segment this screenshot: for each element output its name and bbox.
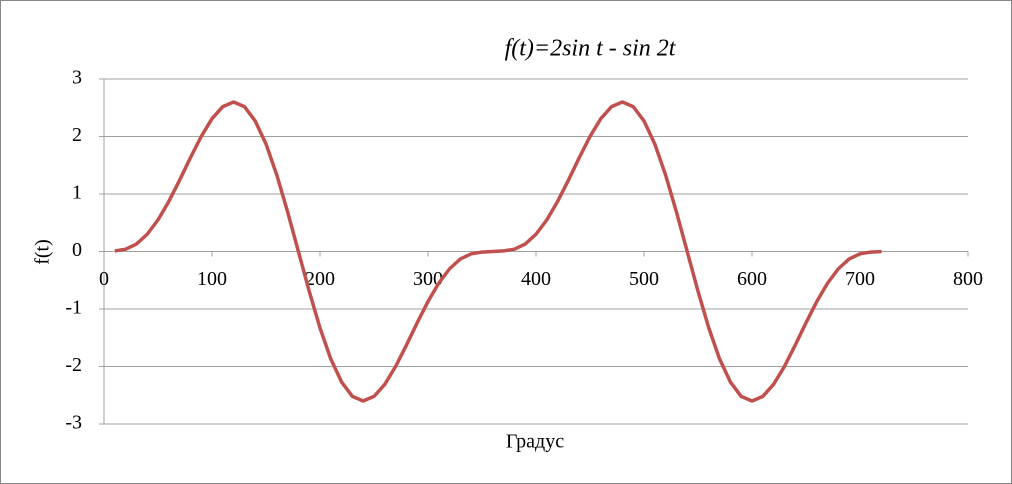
y-tick-label: 2: [72, 124, 82, 146]
x-tick-label: 100: [197, 268, 227, 290]
x-tick-label: 200: [305, 268, 335, 290]
y-tick-label: 3: [72, 67, 82, 89]
x-tick-label: 500: [629, 268, 659, 290]
x-tick-label: 800: [953, 268, 983, 290]
x-tick-label: 400: [521, 268, 551, 290]
y-tick-label: -3: [65, 412, 82, 434]
x-tick-label: 700: [845, 268, 875, 290]
y-tick-label: -1: [65, 297, 82, 319]
data-line: [114, 100, 882, 403]
y-axis-label: f(t): [32, 239, 54, 265]
x-tick-label: 300: [413, 268, 443, 290]
x-axis-label: Градус: [506, 431, 564, 453]
y-tick-label: 0: [72, 239, 82, 261]
chart-title: f(t)=2sin t - sin 2t: [505, 36, 677, 62]
x-tick-label: 0: [99, 268, 109, 290]
y-tick-label: -2: [65, 354, 82, 376]
y-tick-label: 1: [72, 182, 82, 204]
x-tick-label: 600: [737, 268, 767, 290]
